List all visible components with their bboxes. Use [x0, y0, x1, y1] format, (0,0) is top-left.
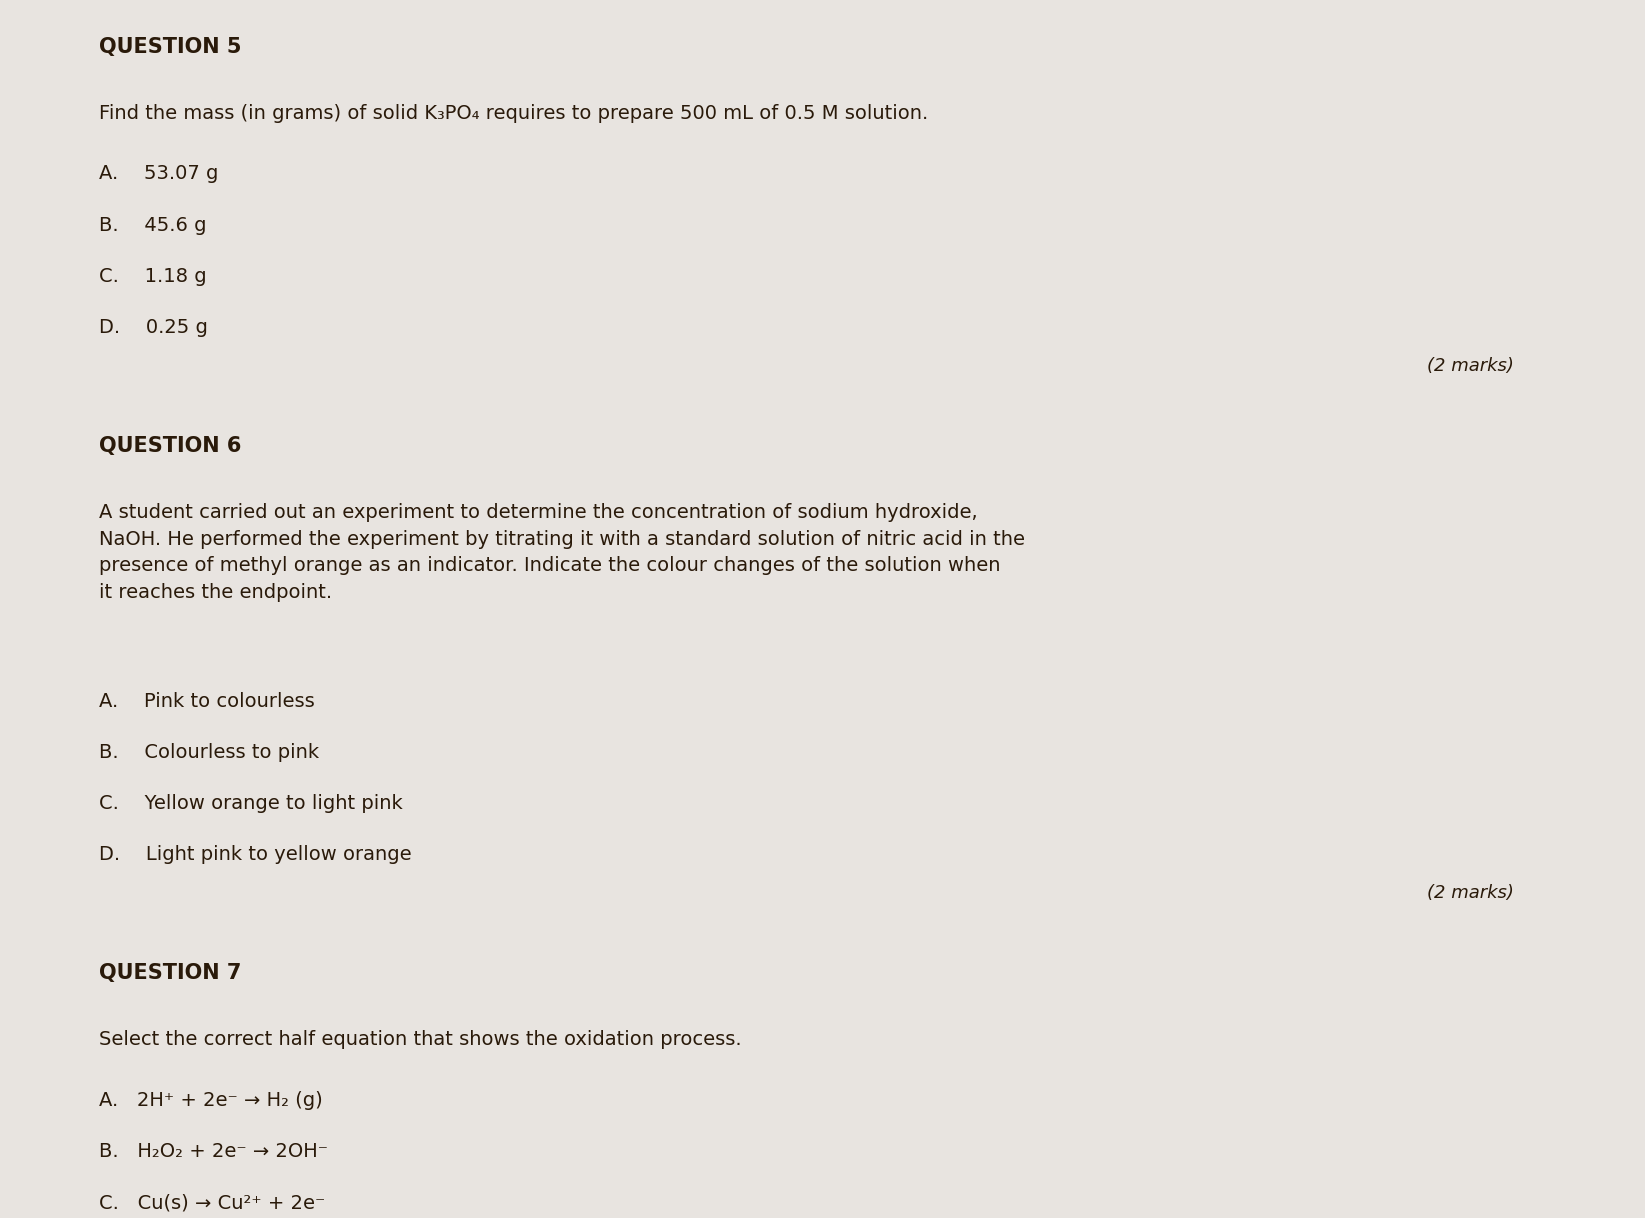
- Text: A.  53.07 g: A. 53.07 g: [99, 164, 219, 184]
- Text: D.  0.25 g: D. 0.25 g: [99, 318, 207, 337]
- Text: C.   Cu(s) → Cu²⁺ + 2e⁻: C. Cu(s) → Cu²⁺ + 2e⁻: [99, 1194, 326, 1213]
- Text: C.  1.18 g: C. 1.18 g: [99, 267, 206, 286]
- Text: QUESTION 7: QUESTION 7: [99, 963, 242, 983]
- Text: Select the correct half equation that shows the oxidation process.: Select the correct half equation that sh…: [99, 1030, 742, 1050]
- Text: QUESTION 6: QUESTION 6: [99, 436, 242, 456]
- Text: B.   H₂O₂ + 2e⁻ → 2OH⁻: B. H₂O₂ + 2e⁻ → 2OH⁻: [99, 1142, 327, 1162]
- Text: C.  Yellow orange to light pink: C. Yellow orange to light pink: [99, 794, 403, 814]
- Text: (2 marks): (2 marks): [1426, 357, 1513, 375]
- Text: D.  Light pink to yellow orange: D. Light pink to yellow orange: [99, 845, 411, 865]
- Text: QUESTION 5: QUESTION 5: [99, 37, 242, 56]
- Text: A.   2H⁺ + 2e⁻ → H₂ (g): A. 2H⁺ + 2e⁻ → H₂ (g): [99, 1091, 322, 1111]
- Text: A.  Pink to colourless: A. Pink to colourless: [99, 692, 314, 711]
- Text: B.  45.6 g: B. 45.6 g: [99, 216, 206, 235]
- Text: B.  Colourless to pink: B. Colourless to pink: [99, 743, 319, 762]
- Text: A student carried out an experiment to determine the concentration of sodium hyd: A student carried out an experiment to d…: [99, 503, 1025, 602]
- Text: (2 marks): (2 marks): [1426, 884, 1513, 903]
- Text: Find the mass (in grams) of solid K₃PO₄ requires to prepare 500 mL of 0.5 M solu: Find the mass (in grams) of solid K₃PO₄ …: [99, 104, 928, 123]
